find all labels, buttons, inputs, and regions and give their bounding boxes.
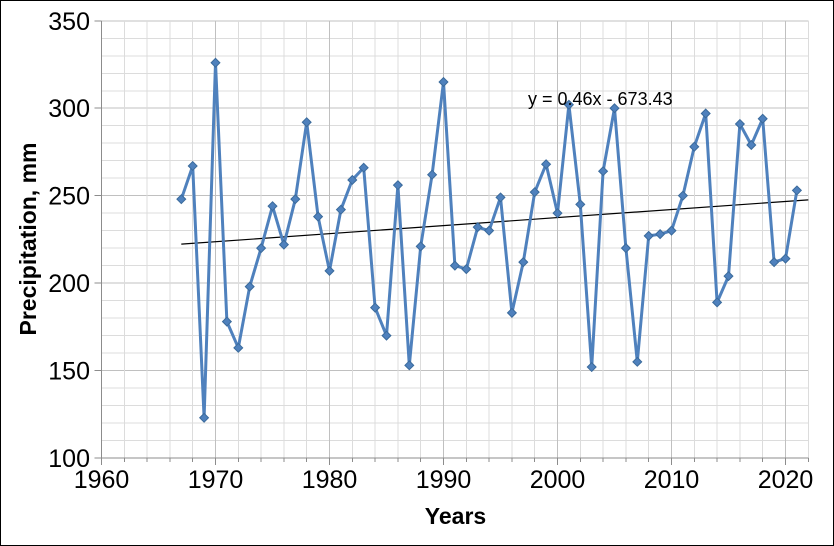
data-point-marker bbox=[586, 361, 597, 373]
data-point-marker bbox=[267, 201, 278, 212]
data-point-marker bbox=[255, 243, 267, 254]
data-point-marker bbox=[723, 271, 734, 282]
data-point-marker bbox=[358, 162, 369, 173]
data-point-marker bbox=[711, 297, 723, 308]
y-tick-label: 150 bbox=[48, 358, 90, 386]
axes bbox=[94, 20, 809, 465]
data-point-marker bbox=[233, 342, 244, 353]
data-point-marker bbox=[426, 169, 438, 180]
data-point-marker bbox=[415, 241, 426, 252]
data-point-marker bbox=[597, 166, 609, 177]
data-point-marker bbox=[780, 253, 791, 264]
data-point-marker bbox=[221, 316, 233, 327]
data-point-marker bbox=[369, 302, 381, 313]
data-point-marker bbox=[529, 187, 540, 198]
data-point-marker bbox=[791, 185, 803, 196]
data-point-marker bbox=[700, 108, 711, 119]
data-point-marker bbox=[278, 239, 290, 250]
y-tick-label: 200 bbox=[48, 270, 90, 298]
data-point-marker bbox=[392, 180, 404, 191]
data-point-marker bbox=[757, 113, 768, 124]
x-tick-label: 1960 bbox=[74, 466, 130, 494]
x-tick-label: 2020 bbox=[758, 466, 814, 494]
data-point-marker bbox=[449, 260, 461, 271]
data-point-marker bbox=[540, 159, 552, 170]
data-point-marker bbox=[768, 257, 780, 268]
data-point-marker bbox=[746, 139, 757, 151]
data-point-marker bbox=[324, 265, 335, 276]
data-point-marker bbox=[506, 307, 518, 318]
y-tick-label: 300 bbox=[48, 95, 90, 123]
data-point-marker bbox=[632, 356, 643, 367]
data-point-marker bbox=[666, 225, 677, 236]
data-point-marker bbox=[176, 194, 187, 205]
data-point-marker bbox=[290, 194, 301, 205]
x-tick-label: 1980 bbox=[302, 466, 358, 494]
data-point-marker bbox=[335, 204, 347, 215]
data-point-marker bbox=[677, 190, 689, 201]
series-markers bbox=[176, 57, 803, 423]
trendline-equation-label: y = 0.46x - 673.43 bbox=[528, 89, 673, 109]
x-tick-label: 2000 bbox=[530, 466, 586, 494]
data-point-marker bbox=[198, 412, 210, 423]
data-point-marker bbox=[620, 243, 632, 254]
x-tick-label: 2010 bbox=[644, 466, 700, 494]
data-point-marker bbox=[404, 360, 415, 371]
data-point-marker bbox=[301, 117, 312, 128]
data-point-marker bbox=[461, 264, 472, 275]
y-tick-label: 350 bbox=[48, 8, 90, 36]
data-point-marker bbox=[609, 103, 620, 114]
data-point-marker bbox=[210, 57, 221, 68]
data-point-marker bbox=[563, 99, 575, 110]
data-point-marker bbox=[381, 330, 392, 341]
x-axis-title: Years bbox=[424, 503, 487, 529]
data-point-marker bbox=[734, 118, 746, 130]
data-point-marker bbox=[654, 229, 666, 240]
data-point-marker bbox=[187, 160, 198, 172]
data-point-marker bbox=[518, 257, 529, 268]
tick-labels: 100 150 200 250 300 350 1960 1970 1980 1990 2000 20… bbox=[48, 8, 813, 494]
data-point-marker bbox=[483, 225, 495, 236]
data-point-marker bbox=[495, 192, 506, 203]
data-point-marker bbox=[643, 230, 654, 242]
y-tick-label: 100 bbox=[48, 445, 90, 473]
x-tick-label: 1990 bbox=[416, 466, 472, 494]
data-point-marker bbox=[312, 211, 324, 222]
data-point-marker bbox=[552, 208, 563, 219]
y-tick-label: 250 bbox=[48, 183, 90, 211]
y-axis-title: Precipitation, mm bbox=[15, 142, 41, 336]
gridlines bbox=[101, 20, 809, 458]
data-point-marker bbox=[575, 199, 586, 210]
data-point-marker bbox=[347, 174, 358, 186]
data-point-marker bbox=[244, 281, 255, 292]
data-point-marker bbox=[472, 222, 483, 233]
x-tick-label: 1970 bbox=[188, 466, 244, 494]
data-point-marker bbox=[689, 141, 700, 152]
data-point-marker bbox=[438, 76, 449, 88]
